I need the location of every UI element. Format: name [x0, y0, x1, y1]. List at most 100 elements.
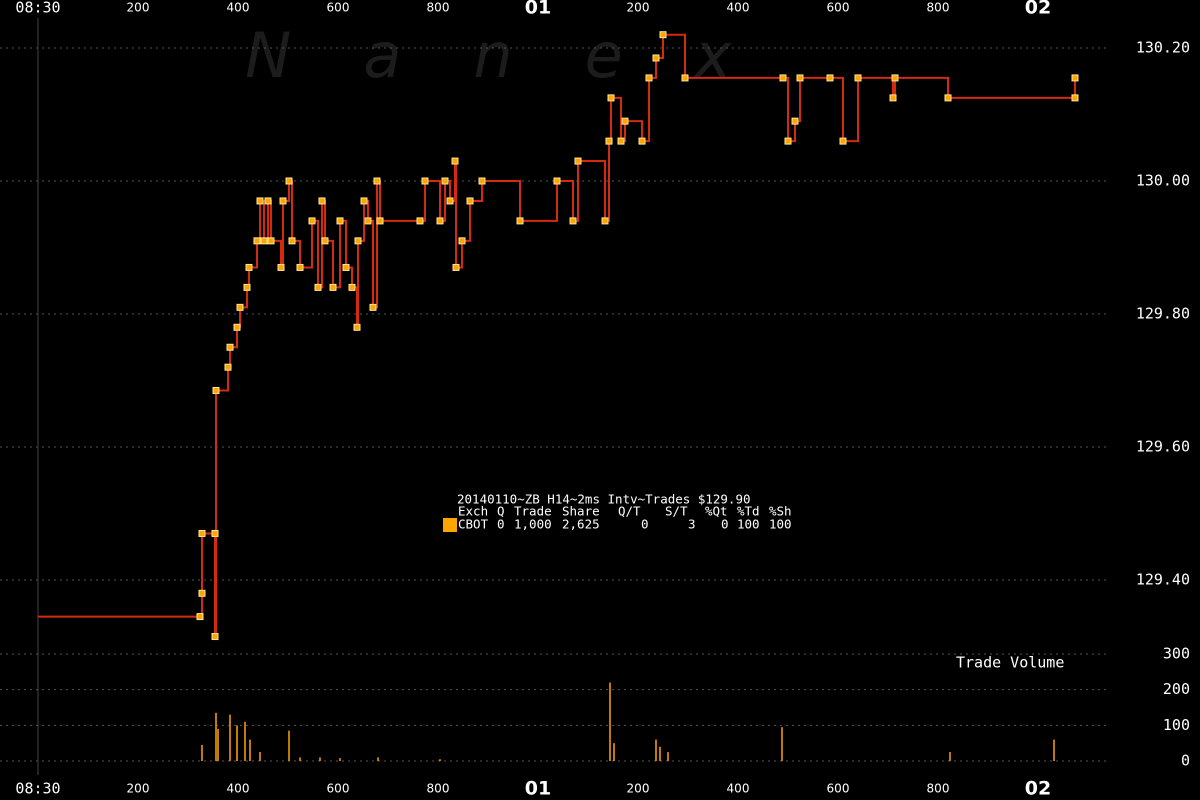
volume-bar: [236, 725, 238, 761]
trade-marker: [421, 177, 429, 185]
info-header: S/T: [665, 504, 688, 519]
trade-marker: [553, 177, 561, 185]
info-cell: 0: [721, 517, 729, 532]
trade-marker: [277, 263, 285, 271]
trade-marker: [212, 386, 220, 394]
trade-marker: [245, 263, 253, 271]
trade-marker: [373, 177, 381, 185]
trade-marker: [652, 54, 660, 62]
trade-marker: [458, 237, 466, 245]
trade-marker: [826, 74, 834, 82]
trade-marker: [369, 303, 377, 311]
volume-bar: [319, 757, 321, 761]
trade-marker: [791, 117, 799, 125]
trade-marker: [659, 31, 667, 39]
x-tick-label: 200: [627, 782, 650, 796]
trade-marker: [779, 74, 787, 82]
trade-marker: [944, 94, 952, 102]
info-cell: 0: [497, 517, 505, 532]
trade-marker: [889, 94, 897, 102]
volume-bar: [949, 752, 951, 761]
x-tick-label: 800: [927, 1, 950, 15]
trade-marker: [1071, 74, 1079, 82]
trade-marker: [466, 197, 474, 205]
info-header: Share: [562, 504, 600, 519]
volume-bar: [215, 712, 217, 761]
info-header: %Sh: [769, 504, 792, 519]
y-tick-label: 129.80: [1136, 305, 1190, 323]
trade-marker: [621, 117, 629, 125]
trade-marker: [574, 157, 582, 165]
legend-swatch: [443, 518, 457, 532]
x-tick-label: 02: [1025, 0, 1051, 19]
x-tick-label: 800: [427, 782, 450, 796]
trade-marker: [446, 197, 454, 205]
info-cell: 0: [641, 517, 649, 532]
x-tick-label: 200: [627, 1, 650, 15]
trade-marker: [451, 157, 459, 165]
volume-bar: [259, 752, 261, 761]
trade-marker: [233, 323, 241, 331]
trade-marker: [839, 137, 847, 145]
trade-marker: [260, 237, 268, 245]
y-tick-label: 300: [1163, 645, 1190, 663]
trade-marker: [196, 613, 204, 621]
trade-marker: [285, 177, 293, 185]
trade-marker: [891, 74, 899, 82]
info-cell: 1,000: [514, 517, 552, 532]
trade-marker: [416, 217, 424, 225]
trade-marker: [321, 237, 329, 245]
trade-marker: [638, 137, 646, 145]
trade-marker: [569, 217, 577, 225]
trade-marker: [605, 137, 613, 145]
volume-bar: [655, 739, 657, 761]
trade-marker: [796, 74, 804, 82]
info-cell: 100: [769, 517, 792, 532]
trade-marker: [1071, 94, 1079, 102]
trade-marker: [211, 529, 219, 537]
volume-bar: [781, 727, 783, 761]
trade-marker: [198, 589, 206, 597]
x-tick-label: 400: [727, 782, 750, 796]
info-header: Q/T: [618, 504, 641, 519]
trade-marker: [617, 137, 625, 145]
trade-marker: [256, 197, 264, 205]
volume-bar: [288, 730, 290, 761]
price-line: [38, 33, 1076, 638]
x-tick-label: 08:30: [15, 780, 60, 798]
y-tick-label: 100: [1163, 716, 1190, 734]
volume-bar: [244, 721, 246, 761]
trade-marker: [318, 197, 326, 205]
y-tick-label: 129.40: [1136, 571, 1190, 589]
info-header: Exch: [458, 504, 488, 519]
x-tick-label: 01: [525, 0, 551, 19]
info-title: 20140110~ZB H14~2ms Intv~Trades $129.90: [457, 492, 751, 507]
trade-marker: [784, 137, 792, 145]
volume-bar: [217, 728, 219, 761]
trade-marker: [279, 197, 287, 205]
trade-marker: [364, 217, 372, 225]
trade-marker: [516, 217, 524, 225]
info-cell: CBOT: [458, 517, 489, 532]
trade-marker: [360, 197, 368, 205]
volume-title: Trade Volume: [956, 654, 1064, 672]
info-header: %Qt: [705, 504, 728, 519]
x-tick-label: 200: [127, 782, 150, 796]
trade-marker: [376, 217, 384, 225]
info-cell: 2,625: [562, 517, 600, 532]
trade-marker: [354, 237, 362, 245]
volume-bar: [201, 744, 203, 761]
trade-marker: [264, 197, 272, 205]
trade-marker: [681, 74, 689, 82]
trade-marker: [478, 177, 486, 185]
volume-bar: [1053, 739, 1055, 761]
trade-marker: [253, 237, 261, 245]
info-header: Trade: [514, 504, 552, 519]
volume-bar: [439, 759, 441, 761]
y-tick-label: 200: [1163, 680, 1190, 698]
trade-marker: [645, 74, 653, 82]
trade-marker: [224, 363, 232, 371]
volume-bar: [249, 739, 251, 761]
y-tick-label: 0: [1181, 752, 1190, 770]
